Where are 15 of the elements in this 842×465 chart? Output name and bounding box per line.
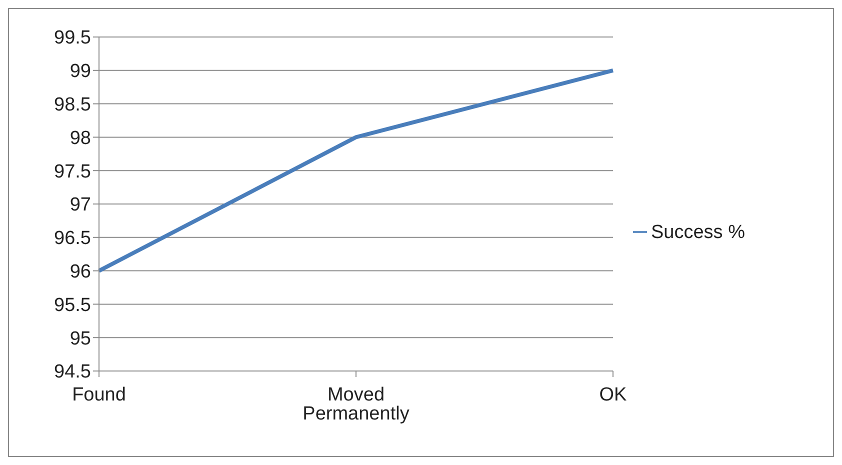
- y-tick-label: 95.5: [54, 294, 91, 316]
- y-tick-label: 97.5: [54, 161, 91, 182]
- x-tick-label: Moved Permanently: [302, 384, 410, 424]
- y-tick-label: 97: [70, 194, 91, 216]
- x-tick-label: OK: [599, 384, 628, 406]
- y-tick-label: 99.5: [54, 28, 91, 49]
- y-tick-label: 98: [70, 128, 91, 149]
- legend-label: Success %: [651, 222, 745, 242]
- y-tick-label: 94.5: [54, 362, 91, 383]
- y-tick-label: 95: [70, 328, 91, 350]
- y-tick-label: 98.5: [54, 94, 91, 116]
- x-tick-label: Found: [72, 384, 126, 406]
- y-tick-label: 96: [70, 262, 91, 283]
- y-tick-label: 99: [70, 61, 91, 82]
- y-tick-label: 96.5: [54, 228, 91, 250]
